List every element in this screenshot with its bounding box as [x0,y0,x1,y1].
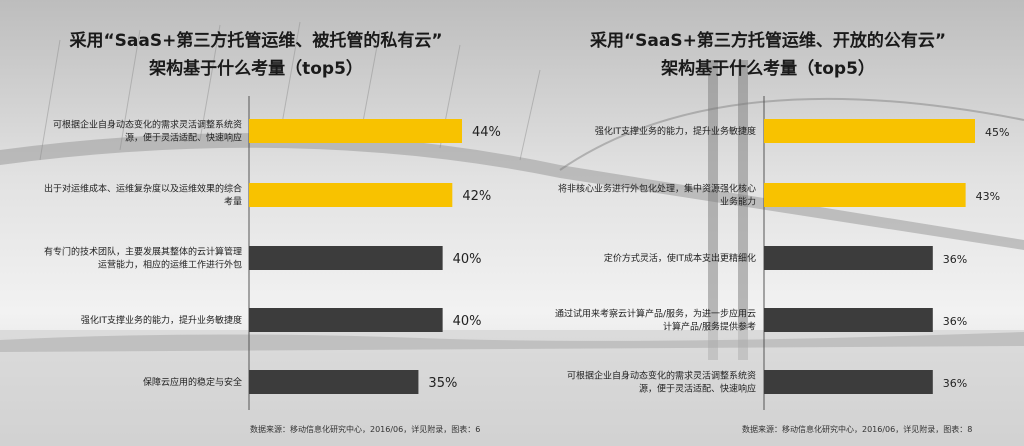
bar-chart-right: 45% 强化IT支撑业务的能力，提升业务敏捷度 43% 将非核心业务进行外包化处理，集… [555,96,1009,410]
category-label: 有专门的技术团队，主要发展其整体的云计算管理 [44,246,242,258]
chart-title-line2: 架构基于什么考量（top5） [149,59,363,79]
bar [249,246,443,270]
category-label: 源，便于灵活适配、快速响应 [125,132,242,144]
bar [249,370,419,394]
data-label: 40% [453,314,482,329]
category-label: 强化IT支撑业务的能力，提升业务敏捷度 [81,314,242,326]
chart-title-line1: 采用“SaaS+第三方托管运维、被托管的私有云” [69,31,443,51]
data-label: 36% [943,253,967,266]
category-label: 通过试用来考察云计算产品/服务，为进一步应用云 [555,308,756,320]
data-label: 45% [985,126,1009,139]
data-source-note: 数据来源：移动信息化研究中心，2016/06，详见附录，图表：6 [250,425,481,434]
data-source-note: 数据来源：移动信息化研究中心，2016/06，详见附录，图表：8 [742,425,973,434]
category-label: 源，便于灵活适配、快速响应 [639,383,756,395]
category-label: 运营能力，相应的运维工作进行外包 [98,259,242,271]
category-label: 将非核心业务进行外包化处理，集中资源强化核心 [558,183,756,195]
chart-title-line1: 采用“SaaS+第三方托管运维、开放的公有云” [589,31,947,51]
category-label: 可根据企业自身动态变化的需求灵活调整系统资 [567,370,756,382]
bar [764,119,975,143]
category-label: 考量 [224,197,242,208]
bar [764,246,933,270]
data-label: 36% [943,377,967,390]
bar [764,370,933,394]
bar [249,183,453,207]
chart-title-line2: 架构基于什么考量（top5） [661,59,875,79]
category-label: 定价方式灵活，使IT成本支出更精细化 [604,252,756,264]
data-label: 35% [428,376,457,391]
data-label: 42% [462,189,491,204]
category-label: 可根据企业自身动态变化的需求灵活调整系统资 [53,119,242,131]
category-label: 保障云应用的稳定与安全 [143,376,242,388]
category-label: 出于对运维成本、运维复杂度以及运维效果的综合 [44,183,242,195]
category-label: 计算产品/服务提供参考 [663,321,756,333]
bar [764,183,966,207]
chart-panel-right: 采用“SaaS+第三方托管运维、开放的公有云” 架构基于什么考量（top5） 4… [512,0,1024,446]
bar [249,119,462,143]
data-label: 44% [472,125,501,140]
bar [249,308,443,332]
data-label: 43% [976,190,1000,203]
chart-panel-left: 采用“SaaS+第三方托管运维、被托管的私有云” 架构基于什么考量（top5） … [44,31,501,434]
data-label: 40% [453,252,482,267]
category-label: 业务能力 [720,196,756,208]
bar [764,308,933,332]
category-label: 强化IT支撑业务的能力，提升业务敏捷度 [595,125,756,137]
data-label: 36% [943,315,967,328]
